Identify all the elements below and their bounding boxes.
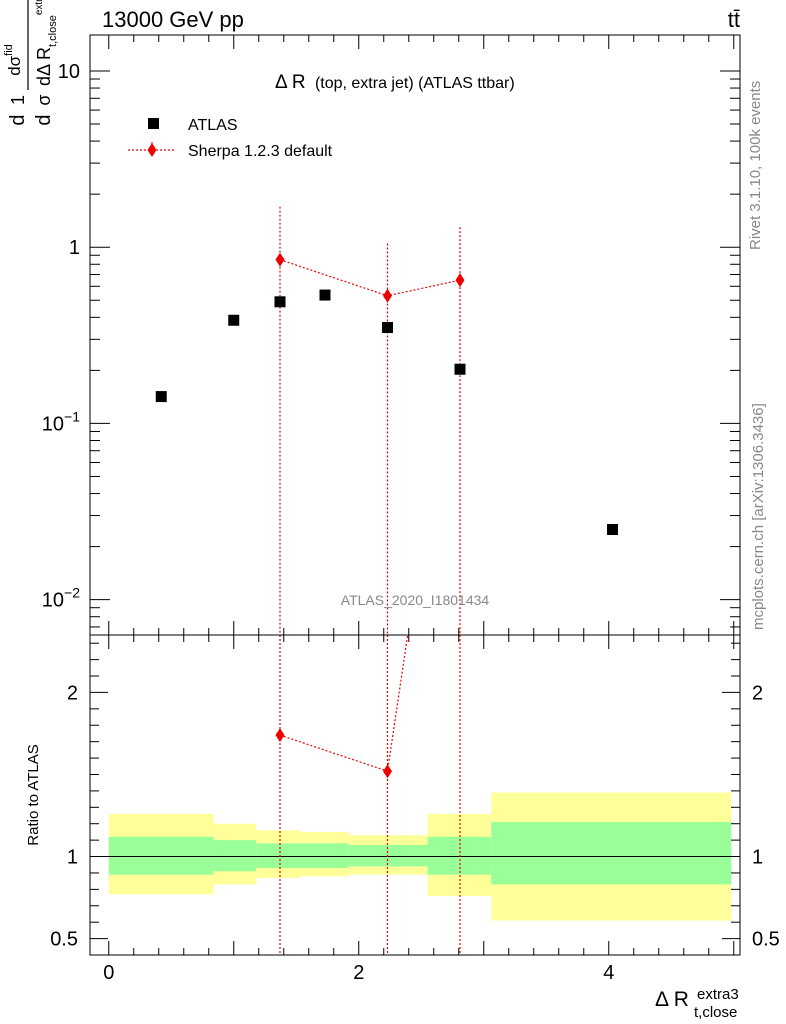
header-left: 13000 GeV pp: [102, 7, 244, 32]
ratio-mc-point-0: [275, 728, 285, 743]
main-panel: 10−2 10−1 1 10 Δ R (top, extra jet) (ATLAS …: [3, 0, 741, 636]
y-tick-label-2: 1: [69, 237, 80, 259]
svg-text:dΔ Rt,closeextra3: dΔ Rt,closeextra3: [34, 0, 59, 86]
data-point-2: [274, 296, 286, 308]
ratio-y-tick-label-left-0: 0.5: [50, 929, 78, 951]
rivet-label: Rivet 3.1.10, 100k events: [747, 81, 764, 250]
legend-data-label: ATLAS: [188, 117, 238, 134]
ratio-ylabel: Ratio to ATLAS: [25, 744, 42, 845]
data-point-0: [155, 391, 167, 403]
svg-text:dd: dd: [7, 114, 55, 125]
band-inner-2: [256, 843, 300, 869]
data-point-5: [454, 363, 466, 375]
header-right: tt̄: [728, 7, 740, 32]
x-tick-label-2: 4: [603, 962, 614, 984]
mc-series-line: [279, 259, 461, 297]
ratio-y-tick-label-right-0: 0.5: [752, 929, 780, 951]
ratio-y-tick-label-right-2: 2: [752, 682, 763, 704]
legend-data-marker: [148, 118, 159, 129]
svg-text:dσfid: dσfid: [3, 44, 24, 76]
x-axis-title: Δ R extra3 t,close: [655, 986, 739, 1021]
legend: ATLAS Sherpa 1.2.3 default: [128, 117, 333, 160]
plot-title-main: Δ R: [275, 72, 306, 93]
x-tick-label-0: 0: [103, 962, 114, 984]
data-point-6: [607, 524, 618, 536]
data-point-1: [228, 314, 240, 326]
ratio-mc-line: [279, 635, 409, 773]
ratio-y-tick-label-left-1: 1: [67, 847, 78, 869]
data-point-3: [319, 289, 331, 301]
band-inner-0: [108, 836, 214, 875]
ratio-y-tick-label-right-1: 1: [752, 847, 763, 869]
legend-mc-label: Sherpa 1.2.3 default: [188, 143, 333, 160]
ratio-frame: [89, 634, 741, 956]
watermark: ATLAS_2020_I1801434: [341, 592, 490, 608]
mcplots-label: mcplots.cern.ch [arXiv:1306.3436]: [750, 403, 767, 630]
mc-point-1: [383, 288, 392, 303]
mc-point-0: [275, 252, 285, 267]
band-inner-6: [491, 822, 732, 885]
mc-point-2: [455, 273, 465, 288]
y-tick-label-3: 10: [58, 61, 80, 83]
plot-title: Δ R (top, extra jet) (ATLAS ttbar): [275, 72, 515, 93]
ratio-panel: 0.5 0.5 1 1 2 2 0 2 4 Ratio to ATLAS Δ R extra3 …: [25, 634, 780, 1021]
x-tick-label-1: 2: [353, 962, 364, 984]
band-inner-3: [300, 843, 349, 869]
ratio-mc-group: [275, 635, 461, 955]
data-point-4: [382, 322, 393, 334]
svg-text:extra3: extra3: [697, 986, 739, 1003]
y-tick-label-0: 10−2: [42, 585, 80, 612]
y-tick-label-1: 10−1: [42, 408, 80, 435]
legend-mc-marker: [147, 143, 157, 157]
plot-title-detail: (top, extra jet) (ATLAS ttbar): [315, 75, 515, 92]
ratio-mc-point-1: [383, 764, 392, 779]
band-inner-4: [348, 845, 428, 867]
svg-text:1σ: 1σ: [8, 94, 54, 105]
band-inner-5: [427, 836, 492, 875]
svg-text:t,close: t,close: [694, 1004, 737, 1021]
svg-text:Δ R: Δ R: [655, 988, 689, 1011]
band-inner-1: [213, 840, 257, 872]
ratio-y-tick-label-left-2: 2: [67, 682, 78, 704]
